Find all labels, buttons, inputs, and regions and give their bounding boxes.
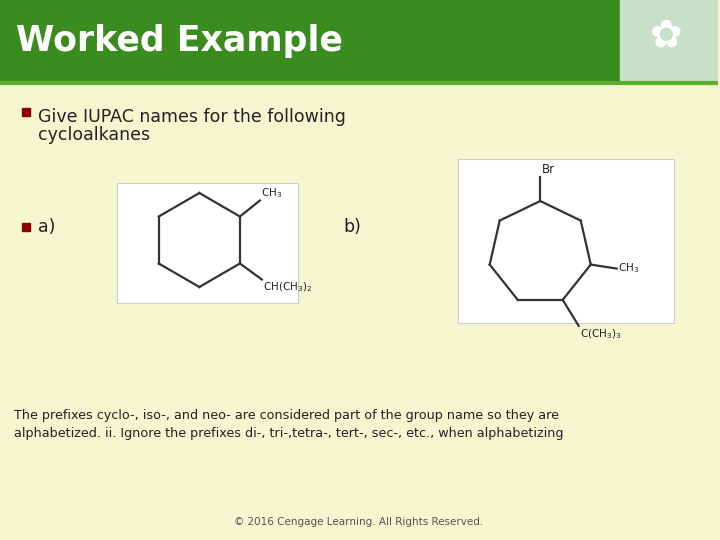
Text: CH(CH$_3$)$_2$: CH(CH$_3$)$_2$ bbox=[263, 280, 312, 294]
Text: Br: Br bbox=[542, 163, 555, 176]
Bar bbox=[620, 0, 718, 82]
Text: Worked Example: Worked Example bbox=[16, 24, 343, 58]
Text: a): a) bbox=[38, 218, 55, 236]
Bar bbox=[0, 0, 620, 82]
Text: Give IUPAC names for the following: Give IUPAC names for the following bbox=[38, 108, 346, 126]
Text: ✿: ✿ bbox=[649, 17, 682, 55]
Text: © 2016 Cengage Learning. All Rights Reserved.: © 2016 Cengage Learning. All Rights Rese… bbox=[234, 517, 483, 527]
Text: cycloalkanes: cycloalkanes bbox=[38, 126, 150, 144]
Text: b): b) bbox=[344, 218, 361, 236]
FancyBboxPatch shape bbox=[457, 159, 674, 323]
Text: C(CH$_3$)$_3$: C(CH$_3$)$_3$ bbox=[580, 328, 621, 341]
Bar bbox=[22, 108, 30, 116]
Text: CH$_3$: CH$_3$ bbox=[618, 262, 639, 275]
Text: The prefixes cyclo-, iso-, and neo- are considered part of the group name so the: The prefixes cyclo-, iso-, and neo- are … bbox=[14, 409, 559, 422]
Bar bbox=[22, 223, 30, 231]
Text: CH$_3$: CH$_3$ bbox=[261, 186, 282, 199]
FancyBboxPatch shape bbox=[117, 183, 298, 303]
Text: alphabetized. ii. Ignore the prefixes di-, tri-,tetra-, tert-, sec-, etc., when : alphabetized. ii. Ignore the prefixes di… bbox=[14, 427, 564, 440]
